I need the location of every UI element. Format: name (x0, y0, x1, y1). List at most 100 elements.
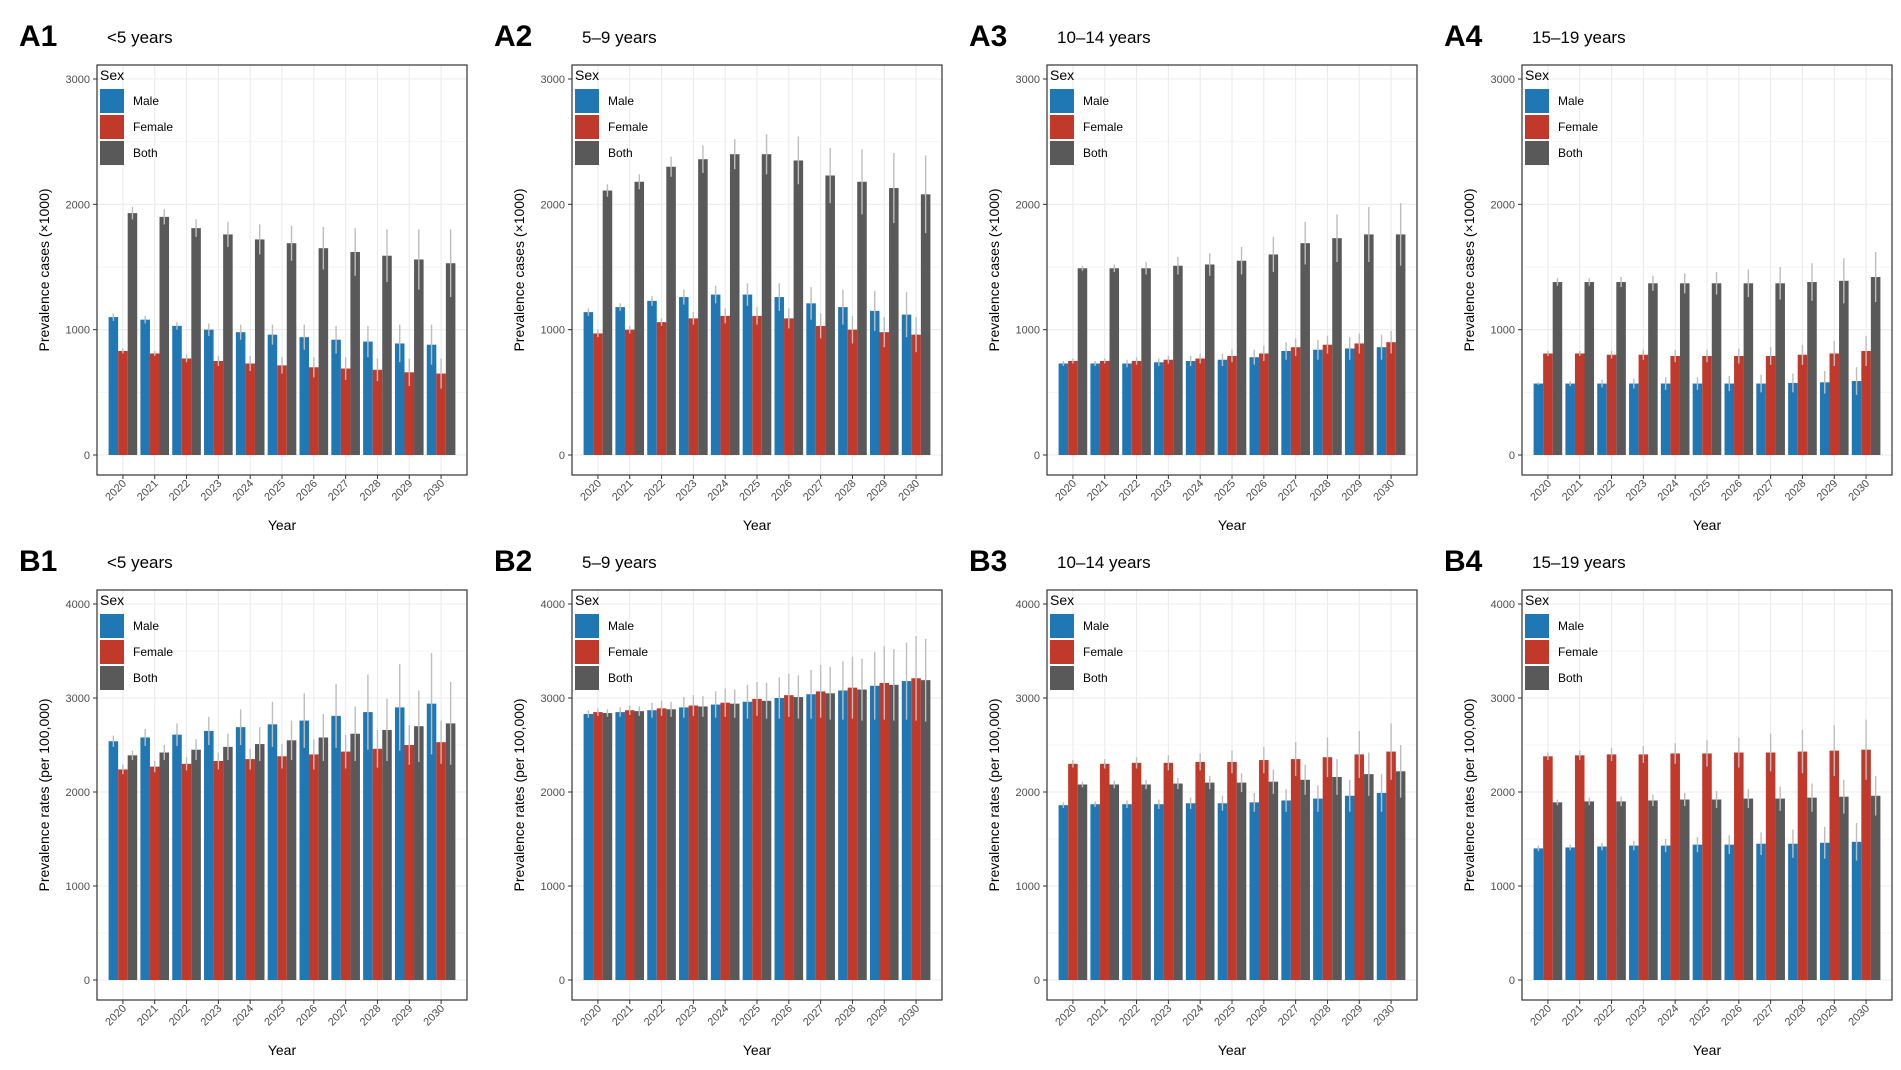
bar-both-2020 (127, 213, 138, 455)
bar-male-2026 (1249, 802, 1260, 980)
legend-key-male (1050, 89, 1074, 113)
bar-female-2028 (847, 687, 858, 980)
bar-male-2023 (1629, 845, 1639, 980)
x-tick-label: 2024 (1656, 1003, 1682, 1029)
y-tick-label: 2000 (66, 787, 90, 799)
bar-male-2025 (1692, 383, 1703, 455)
bar-female-2022 (1606, 754, 1617, 980)
bar-female-2024 (720, 702, 730, 980)
bar-both-2029 (414, 726, 424, 980)
bar-female-2021 (1574, 755, 1585, 980)
x-tick-label: 2027 (1751, 1003, 1777, 1029)
legend-label-female: Female (608, 645, 648, 659)
bar-female-2027 (1765, 752, 1776, 980)
bar-female-2021 (149, 766, 160, 980)
bar-female-2028 (1322, 344, 1333, 455)
bar-female-2020 (593, 333, 603, 455)
bar-female-2026 (1259, 760, 1269, 980)
y-axis-title: Prevalence cases (×1000) (511, 188, 527, 351)
bar-female-2027 (815, 325, 826, 455)
bar-male-2026 (774, 698, 785, 980)
y-tick-label: 0 (84, 450, 90, 462)
bar-male-2020 (583, 713, 594, 980)
bar-male-2026 (1724, 844, 1735, 980)
bar-male-2027 (1281, 800, 1291, 980)
bar-female-2021 (1099, 361, 1110, 455)
x-axis-title: Year (743, 1042, 772, 1058)
legend-title: Sex (1050, 592, 1074, 608)
bar-both-2030 (1870, 795, 1881, 980)
y-tick-label: 2000 (66, 199, 90, 211)
bar-male-2025 (1217, 359, 1228, 455)
legend-key-both (575, 141, 599, 165)
x-tick-label: 2029 (1815, 1003, 1841, 1029)
bar-both-2030 (920, 194, 931, 455)
bar-both-2020 (1077, 268, 1088, 455)
panel-label: B4 (1444, 545, 1483, 578)
bar-female-2023 (1638, 754, 1649, 980)
y-axis-title: Prevalence rates (per 100,000) (1461, 699, 1477, 892)
legend-key-both (1525, 141, 1549, 165)
x-tick-label: 2022 (1592, 478, 1618, 504)
bar-both-2023 (223, 234, 233, 455)
bar-both-2030 (1395, 234, 1406, 455)
bar-both-2021 (159, 752, 170, 980)
bar-female-2020 (593, 712, 603, 980)
y-tick-label: 1000 (66, 325, 90, 337)
x-tick-label: 2030 (1846, 1003, 1872, 1029)
bar-female-2023 (1163, 762, 1174, 980)
x-tick-label: 2028 (358, 1003, 384, 1029)
x-tick-label: 2025 (1212, 1003, 1238, 1029)
bar-male-2022 (647, 300, 657, 455)
bar-female-2029 (1829, 353, 1840, 455)
x-tick-label: 2027 (1276, 478, 1302, 504)
bar-male-2024 (710, 704, 721, 980)
bar-male-2029 (394, 343, 405, 455)
y-tick-label: 3000 (1491, 693, 1515, 705)
x-tick-label: 2022 (642, 478, 668, 504)
x-axis-title: Year (1693, 1042, 1722, 1058)
y-tick-label: 1000 (1016, 881, 1040, 893)
panel-title: 15–19 years (1532, 553, 1626, 572)
legend-key-male (575, 89, 599, 113)
bar-both-2022 (1616, 801, 1626, 980)
legend-key-both (575, 666, 599, 690)
panel-title: <5 years (107, 553, 173, 572)
x-axis-title: Year (1218, 1042, 1247, 1058)
bar-both-2021 (1109, 268, 1120, 455)
panel-label: B1 (19, 545, 57, 578)
bar-both-2024 (1204, 264, 1215, 455)
bar-female-2026 (1259, 353, 1269, 455)
legend-key-both (1050, 666, 1074, 690)
bar-both-2021 (634, 711, 645, 980)
bar-both-2023 (1648, 800, 1658, 980)
x-tick-label: 2021 (610, 1003, 636, 1029)
x-tick-label: 2027 (326, 1003, 352, 1029)
y-tick-label: 3000 (66, 693, 90, 705)
chart-panel-a2: A2 5–9 years 0 1000 2000 3000 2020 2021 2022 2023… (494, 20, 943, 533)
legend-title: Sex (575, 67, 599, 83)
x-tick-label: 2028 (833, 1003, 859, 1029)
bar-male-2021 (615, 712, 625, 980)
x-tick-label: 2025 (1687, 1003, 1713, 1029)
legend-label-male: Male (133, 94, 159, 108)
chart-panel-b2: B2 5–9 years 0 1000 2000 3000 4000 2020 2021 2022… (494, 545, 943, 1058)
bar-male-2027 (1281, 350, 1291, 455)
x-axis-title: Year (743, 517, 772, 533)
legend: Sex Male Female Both (575, 67, 648, 165)
legend-label-female: Female (1558, 645, 1598, 659)
x-tick-label: 2023 (1149, 478, 1175, 504)
bar-female-2029 (404, 372, 415, 455)
y-tick-label: 3000 (1016, 693, 1040, 705)
legend-label-female: Female (608, 120, 648, 134)
x-tick-label: 2024 (1656, 478, 1682, 504)
bar-both-2030 (445, 263, 456, 455)
bar-female-2021 (624, 710, 635, 980)
bar-male-2027 (806, 694, 816, 980)
bar-male-2023 (679, 297, 689, 455)
y-tick-label: 2000 (1491, 787, 1515, 799)
y-tick-label: 1000 (1491, 325, 1515, 337)
bar-male-2023 (204, 329, 214, 455)
bar-both-2024 (1679, 283, 1690, 455)
